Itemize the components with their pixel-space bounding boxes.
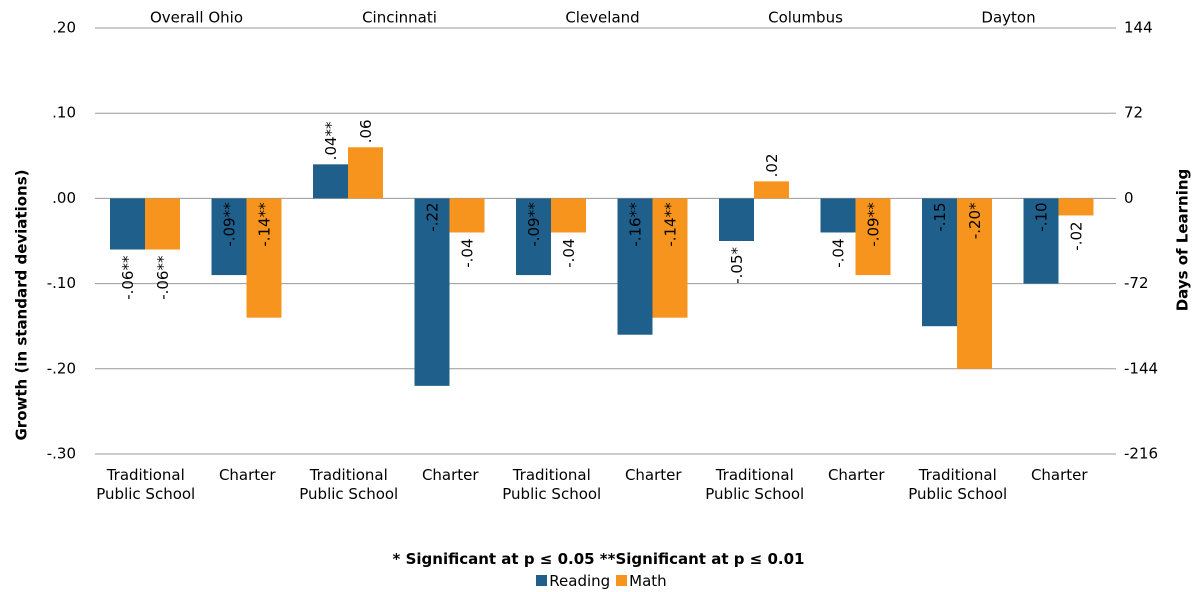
value-label: .02 bbox=[763, 154, 781, 178]
y2-tick-label: 0 bbox=[1124, 189, 1134, 207]
bar bbox=[449, 198, 485, 233]
value-label: .06 bbox=[357, 119, 375, 143]
bar bbox=[313, 164, 348, 199]
x-tick-label: Traditional Public School bbox=[908, 466, 1008, 503]
bar bbox=[754, 181, 789, 199]
y-tick-label: -.30 bbox=[47, 445, 76, 463]
y2-tick-label: -216 bbox=[1124, 445, 1158, 463]
bar bbox=[414, 198, 450, 386]
y-tick-label: .10 bbox=[52, 104, 76, 122]
value-label: -.06** bbox=[119, 255, 137, 300]
bar bbox=[516, 198, 551, 276]
value-label: -.02 bbox=[1068, 221, 1086, 250]
y-tick-label: .00 bbox=[52, 189, 76, 207]
value-label: -.04 bbox=[459, 238, 477, 267]
bar bbox=[1023, 198, 1059, 284]
bar bbox=[922, 198, 957, 327]
legend-label: Math bbox=[629, 572, 667, 590]
x-tick-label: Charter bbox=[218, 466, 276, 484]
x-tick-label: Charter bbox=[624, 466, 682, 484]
value-label: -.04 bbox=[830, 238, 848, 267]
x-tick-label: Charter bbox=[421, 466, 479, 484]
value-label: -.22 bbox=[424, 202, 442, 231]
group-label: Dayton bbox=[981, 9, 1035, 27]
bar bbox=[617, 198, 653, 335]
bar bbox=[110, 198, 145, 250]
value-label: .04** bbox=[322, 121, 340, 160]
x-tick-label: Traditional Public School bbox=[705, 466, 805, 503]
value-label: -.05* bbox=[728, 247, 746, 284]
group-label: Cleveland bbox=[565, 9, 639, 27]
y-tick-label: .20 bbox=[52, 19, 76, 37]
bar bbox=[145, 198, 180, 250]
y2-tick-label: -144 bbox=[1124, 359, 1158, 377]
y2-tick-label: -72 bbox=[1124, 274, 1149, 292]
value-label: -.20* bbox=[966, 202, 984, 239]
x-tick-label: Traditional Public School bbox=[96, 466, 196, 503]
bar bbox=[1058, 198, 1094, 216]
legend: Reading Math bbox=[0, 572, 1197, 590]
y2-axis-title: Days of Learning bbox=[1174, 169, 1192, 312]
value-label: -.04 bbox=[560, 238, 578, 267]
value-label: -.16** bbox=[627, 202, 645, 247]
group-label: Cincinnati bbox=[362, 9, 437, 27]
bar bbox=[957, 198, 992, 369]
x-tick-label: Traditional Public School bbox=[502, 466, 602, 503]
bar bbox=[719, 198, 754, 241]
value-label: -.14** bbox=[256, 202, 274, 247]
x-tick-label: Charter bbox=[1030, 466, 1088, 484]
legend-swatch bbox=[536, 575, 548, 586]
y2-tick-label: 144 bbox=[1124, 19, 1153, 37]
value-label: -.10 bbox=[1033, 202, 1051, 231]
footnote: * Significant at p ≤ 0.05 **Significant … bbox=[392, 550, 805, 568]
bar bbox=[551, 198, 586, 233]
value-label: -.09** bbox=[865, 202, 883, 247]
group-label: Overall Ohio bbox=[150, 9, 243, 27]
bar bbox=[211, 198, 247, 276]
value-label: -.14** bbox=[662, 202, 680, 247]
value-label: -.15 bbox=[931, 202, 949, 231]
bar bbox=[652, 198, 688, 318]
value-label: -.06** bbox=[154, 255, 172, 300]
bar bbox=[348, 147, 383, 199]
y-tick-label: -.20 bbox=[47, 359, 76, 377]
value-label: -.09** bbox=[525, 202, 543, 247]
y2-tick-label: 72 bbox=[1124, 104, 1143, 122]
legend-label: Reading bbox=[549, 572, 611, 590]
bar bbox=[246, 198, 282, 318]
y-tick-label: -.10 bbox=[47, 274, 76, 292]
y-axis-title: Growth (in standard deviations) bbox=[13, 170, 31, 441]
group-label: Columbus bbox=[768, 9, 843, 27]
legend-swatch bbox=[616, 575, 628, 586]
x-tick-label: Traditional Public School bbox=[299, 466, 399, 503]
value-label: -.09** bbox=[221, 202, 239, 247]
bar bbox=[855, 198, 891, 276]
bar bbox=[820, 198, 856, 233]
x-tick-label: Charter bbox=[827, 466, 885, 484]
